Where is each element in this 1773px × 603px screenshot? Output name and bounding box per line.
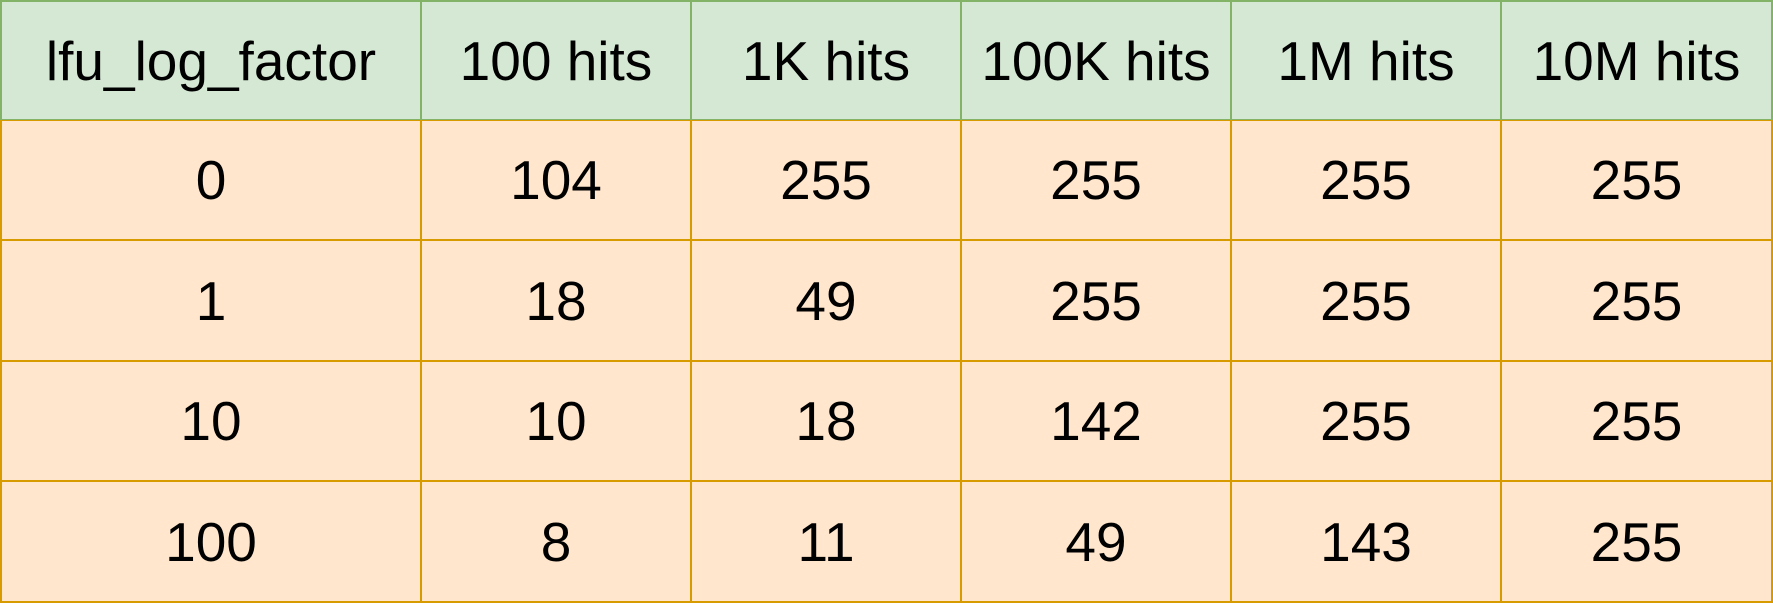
table-cell: 10 [421,361,691,481]
table-cell: 49 [691,240,961,361]
table-cell: 11 [691,481,961,603]
table-cell: 1 [0,240,421,361]
table-cell: 104 [421,120,691,240]
header-cell: 100K hits [961,0,1231,120]
table-cell: 255 [1501,120,1773,240]
table-cell: 8 [421,481,691,603]
table-cell: 255 [961,240,1231,361]
table-cell: 255 [1231,120,1501,240]
table-cell: 255 [1501,481,1773,603]
table-cell: 18 [691,361,961,481]
table-cell: 0 [0,120,421,240]
table-cell: 10 [0,361,421,481]
table-cell: 255 [1231,361,1501,481]
table-cell: 255 [691,120,961,240]
table-cell: 143 [1231,481,1501,603]
table-cell: 255 [1501,361,1773,481]
header-cell: 1M hits [1231,0,1501,120]
header-cell: 10M hits [1501,0,1773,120]
table-cell: 49 [961,481,1231,603]
table-cell: 255 [1231,240,1501,361]
header-cell: 100 hits [421,0,691,120]
header-cell: 1K hits [691,0,961,120]
table-cell: 100 [0,481,421,603]
table-cell: 18 [421,240,691,361]
header-cell: lfu_log_factor [0,0,421,120]
table-cell: 255 [961,120,1231,240]
table-cell: 142 [961,361,1231,481]
table-cell: 255 [1501,240,1773,361]
